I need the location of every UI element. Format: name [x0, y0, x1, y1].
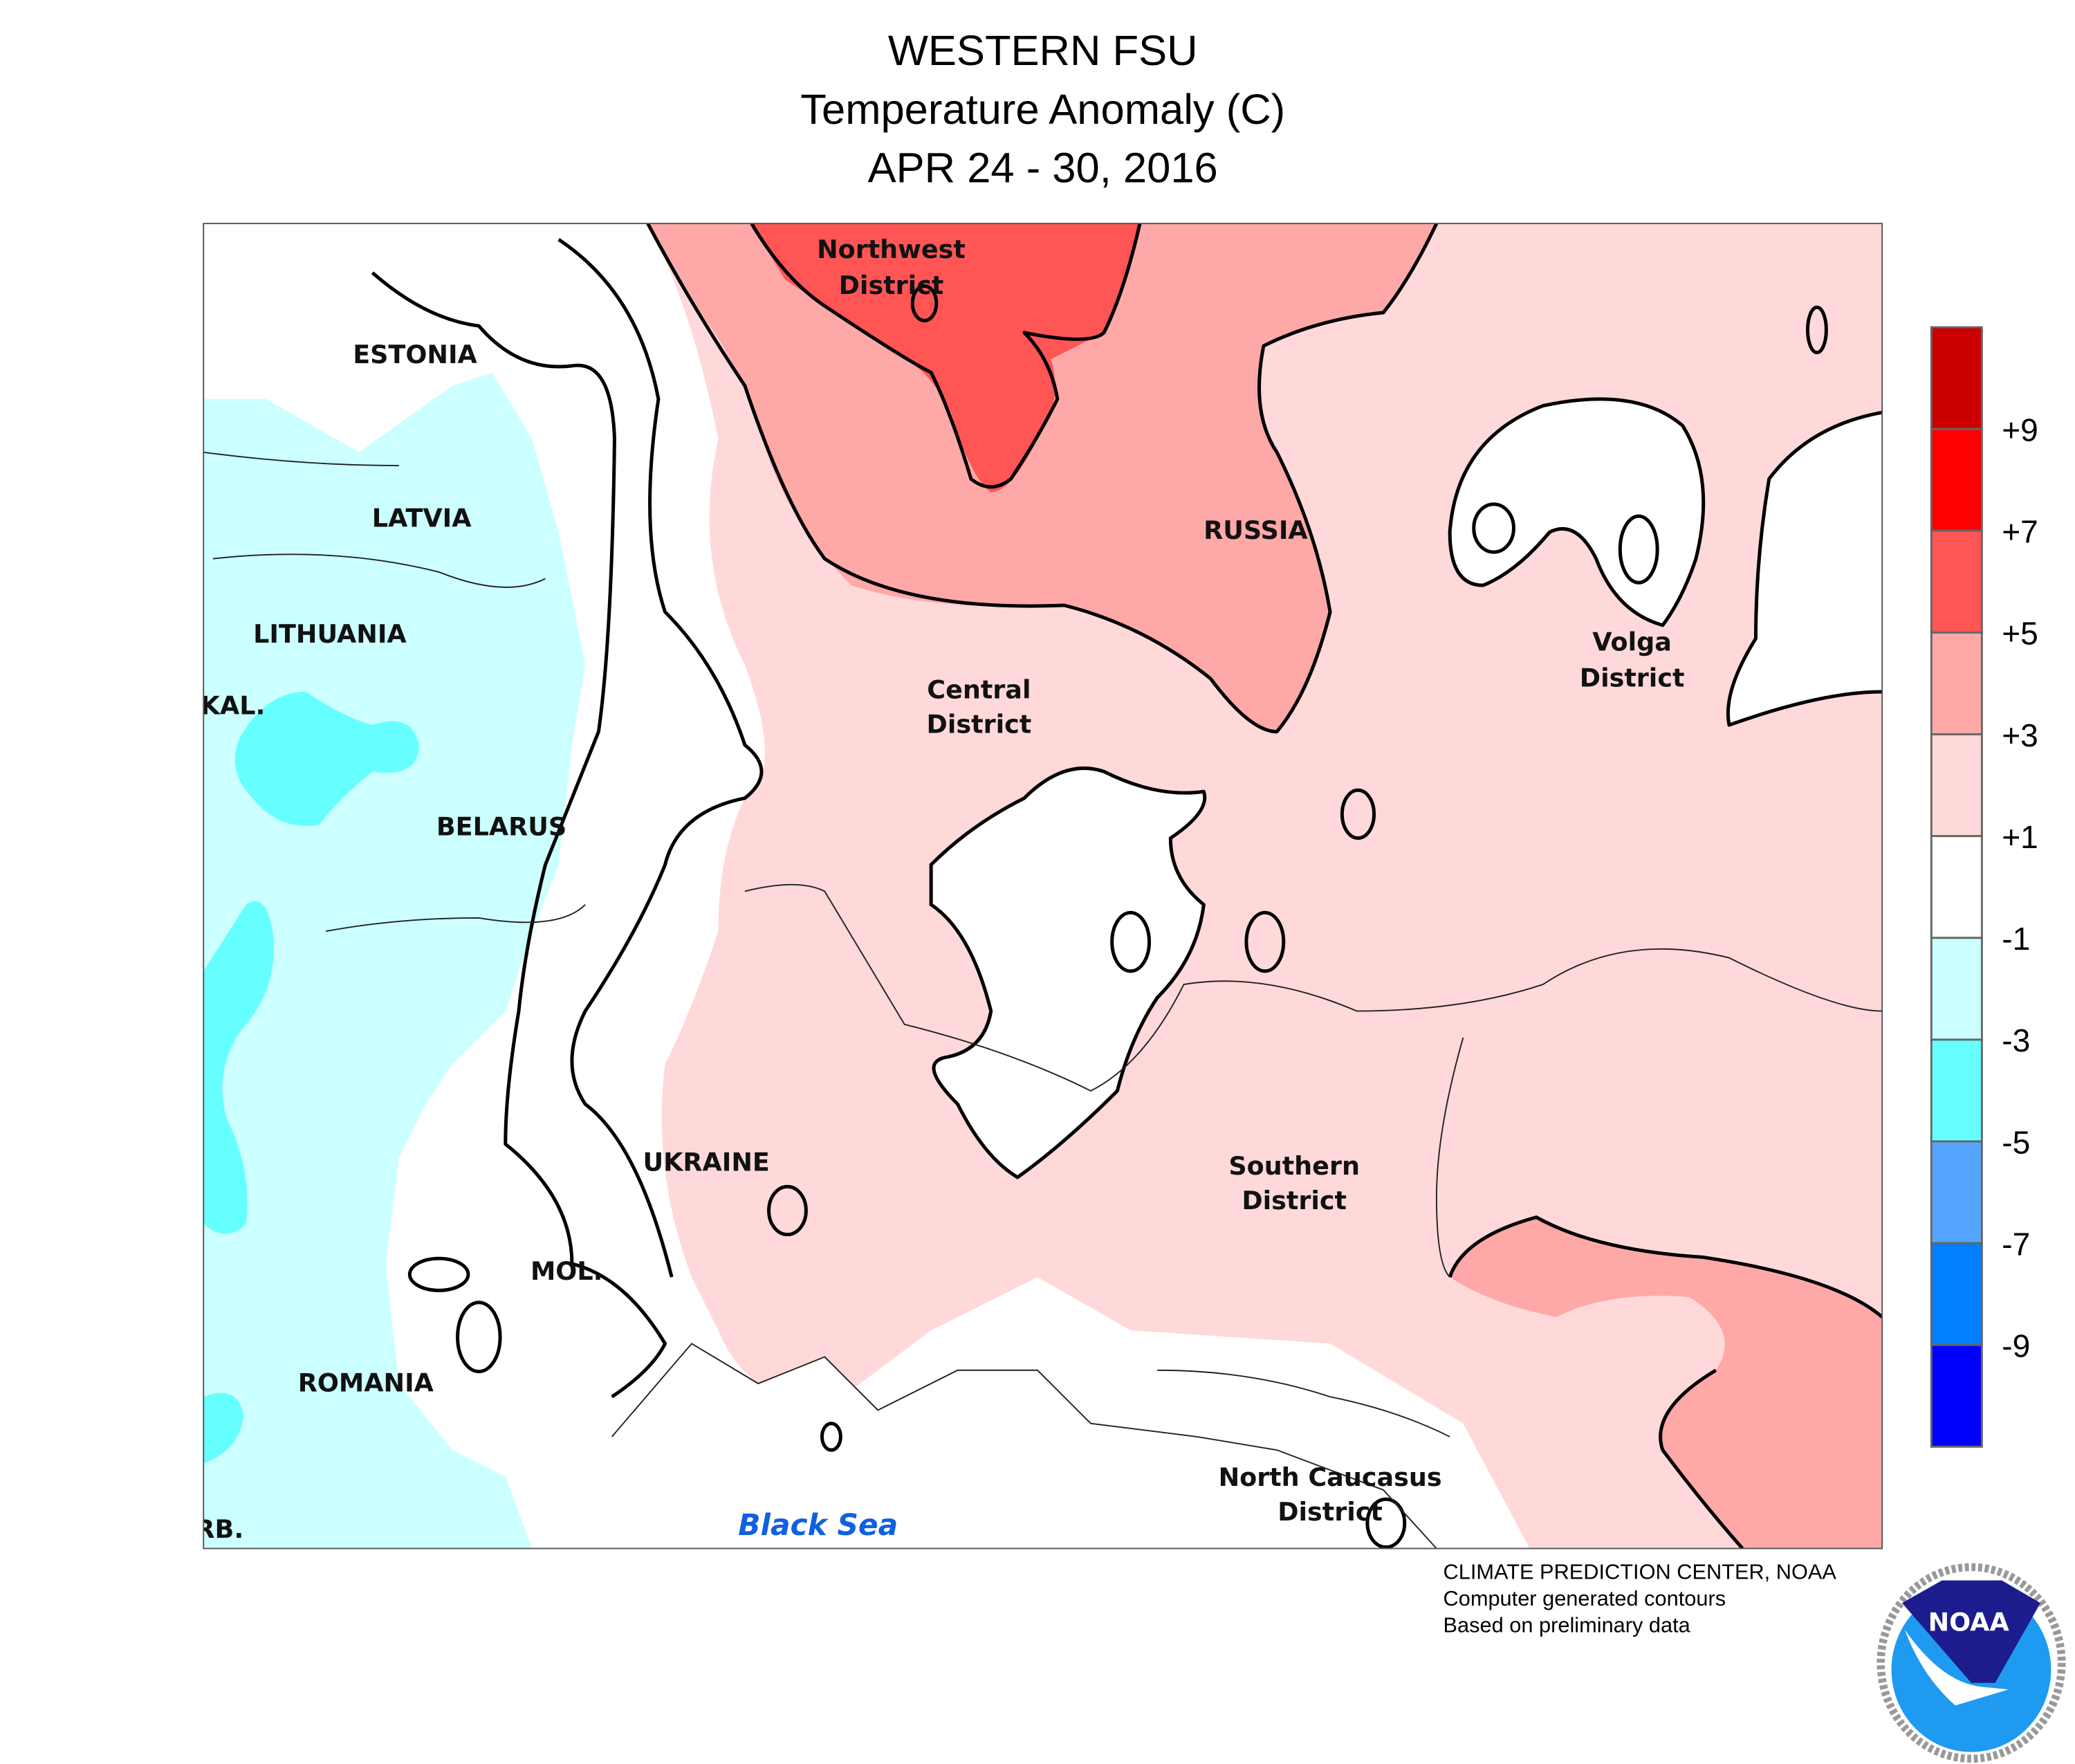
contour-line — [929, 766, 1207, 1179]
country-border — [212, 553, 546, 588]
label-belarus: BELARUS — [436, 812, 566, 842]
label-north-caucasus-district: North Caucasus — [1219, 1462, 1442, 1492]
country-border — [1157, 1369, 1450, 1437]
label-central-district: Central — [927, 675, 1031, 705]
contour-line — [557, 238, 764, 1278]
label-romania: ROMANIA — [298, 1368, 434, 1398]
anomaly-zone-plus3-5-southeast — [1450, 1217, 1883, 1549]
anomaly-zone-plus3-5-north — [647, 223, 1437, 732]
anomaly-zone-minus3-5 — [203, 1393, 243, 1464]
anomaly-zone-minus3-5 — [203, 901, 274, 1234]
legend-label: +5 — [2002, 616, 2038, 652]
footer-note: Based on preliminary data — [1444, 1613, 1691, 1637]
country-border — [1435, 1037, 1464, 1278]
contour-line — [1659, 1368, 1744, 1549]
anomaly-zone-neutral-east — [1728, 412, 1883, 726]
anomaly-zone-neutral-central — [931, 768, 1205, 1177]
legend-swatch — [1930, 1242, 1983, 1346]
anomaly-map: Northwest District ESTONIA LATVIA LITHUA… — [195, 223, 1883, 1549]
legend-swatch — [1930, 733, 1983, 838]
label-kaliningrad: KAL. — [201, 691, 266, 721]
contour-line — [1365, 1497, 1407, 1549]
color-legend: +9 +7 +5 +3 +1 -1 -3 -5 -7 -9 — [1930, 326, 2038, 1448]
contour-line — [750, 223, 1142, 489]
label-central-district: District — [927, 710, 1032, 739]
legend-label: -9 — [2002, 1328, 2030, 1364]
anomaly-zone-neutral-volga — [1450, 398, 1704, 625]
label-southern-district: District — [1242, 1186, 1347, 1215]
contour-line — [1340, 788, 1376, 840]
contour-line — [1448, 397, 1706, 627]
legend-swatch — [1930, 835, 1983, 939]
contour-line — [1244, 910, 1286, 973]
contour-line — [1618, 514, 1659, 585]
label-southern-district: Southern — [1228, 1151, 1360, 1181]
contour-line — [1110, 910, 1152, 973]
legend-label: +7 — [2002, 514, 2038, 550]
title-variable: Temperature Anomaly (C) — [800, 86, 1285, 134]
country-border — [325, 904, 586, 932]
contour-line — [407, 1256, 470, 1292]
country-border — [203, 451, 399, 467]
contour-line — [1726, 410, 1883, 727]
anomaly-zone-minus1-3 — [203, 372, 586, 1549]
contour-line — [456, 1301, 502, 1374]
legend-swatch — [1930, 631, 1983, 735]
contour-line — [1448, 1215, 1883, 1319]
legend-swatch — [1930, 1038, 1983, 1143]
legend-label: +3 — [2002, 717, 2038, 753]
contour-line — [646, 223, 1439, 734]
legend-label: -7 — [2002, 1226, 2030, 1262]
legend-label: -1 — [2002, 921, 2030, 957]
label-volga-district: District — [1580, 663, 1685, 692]
legend-swatch — [1930, 1343, 1983, 1448]
legend-swatch — [1930, 529, 1983, 634]
contour-line — [820, 1422, 842, 1452]
title-region: WESTERN FSU — [888, 27, 1198, 75]
legend-label: +9 — [2002, 412, 2038, 448]
label-northwest-district: District — [839, 270, 944, 300]
label-latvia: LATVIA — [372, 504, 472, 533]
legend-label: +1 — [2002, 819, 2038, 855]
legend-swatch — [1930, 1140, 1983, 1244]
contour-line — [910, 284, 939, 322]
label-black-sea: Black Sea — [738, 1508, 898, 1542]
label-lithuania: LITHUANIA — [253, 619, 407, 649]
legend-label: -5 — [2002, 1124, 2030, 1160]
label-northwest-district: Northwest — [817, 235, 966, 264]
coastline — [611, 1343, 1437, 1549]
label-moldova: MOL. — [531, 1256, 603, 1286]
label-volga-district: Volga — [1592, 627, 1672, 656]
legend-label: -3 — [2002, 1022, 2030, 1058]
label-serbia: RB. — [195, 1514, 243, 1544]
contour-line — [1805, 305, 1828, 355]
legend-swatch — [1930, 937, 1983, 1041]
noaa-logo: NOAA — [1876, 1563, 2066, 1763]
label-estonia: ESTONIA — [353, 340, 477, 369]
footer-note: Computer generated contours — [1444, 1586, 1726, 1610]
label-russia: RUSSIA — [1204, 515, 1308, 545]
anomaly-zone-minus3-5 — [234, 692, 419, 826]
footer-credit: CLIMATE PREDICTION CENTER, NOAA — [1444, 1560, 1837, 1584]
contour-line — [767, 1184, 808, 1237]
legend-swatch — [1930, 428, 1983, 532]
black-sea — [571, 1343, 1437, 1549]
label-ukraine: UKRAINE — [643, 1147, 769, 1177]
svg-text:NOAA: NOAA — [1928, 1608, 2010, 1637]
country-border — [744, 883, 1883, 1092]
map-frame — [203, 223, 1883, 1550]
contour-line — [1472, 502, 1515, 554]
contour-line — [371, 271, 667, 1399]
label-north-caucasus-district: District — [1278, 1497, 1383, 1527]
title-dates: APR 24 - 30, 2016 — [868, 144, 1218, 192]
legend-swatch — [1930, 326, 1983, 430]
